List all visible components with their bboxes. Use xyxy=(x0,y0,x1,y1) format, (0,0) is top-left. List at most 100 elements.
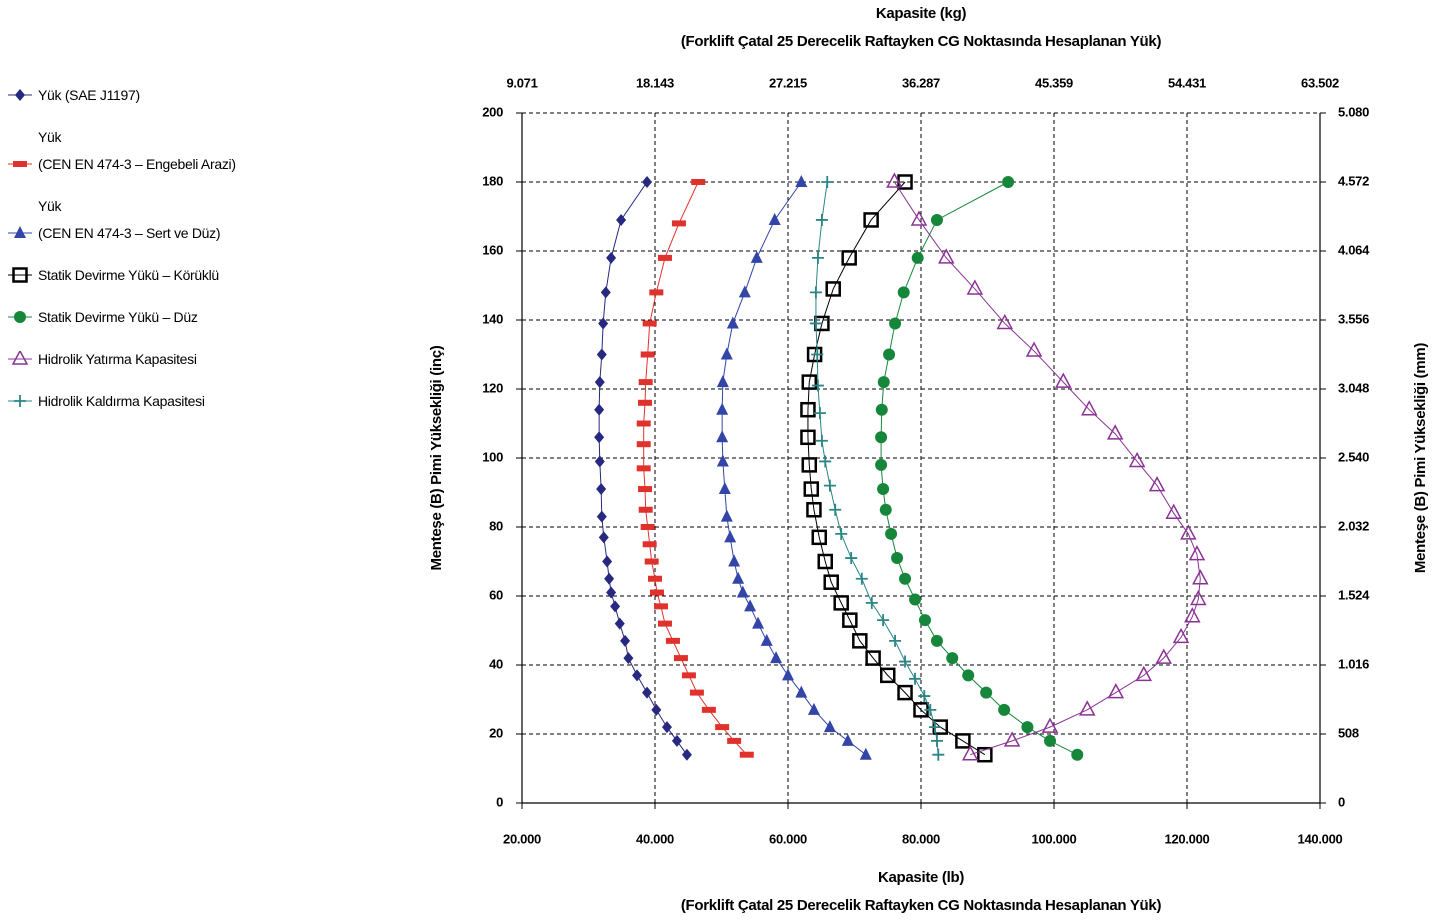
triangle-marker xyxy=(716,454,729,467)
open-triangle-marker xyxy=(996,313,1014,330)
triangle-marker xyxy=(736,585,749,598)
open-triangle-marker xyxy=(1192,569,1209,585)
dash-marker xyxy=(640,524,655,530)
x2-axis-title: Kapasite (kg) xyxy=(876,5,967,22)
legend-label: Statik Devirme Yükü – Körüklü xyxy=(38,267,219,283)
legend-entry: Yük (SAE J1197) xyxy=(6,82,236,109)
plus-marker xyxy=(811,251,824,264)
triangle-marker xyxy=(752,616,765,629)
dash-marker xyxy=(665,637,680,644)
plus-marker xyxy=(932,748,945,761)
x-tick-label: 20.000 xyxy=(503,831,541,846)
diamond-marker xyxy=(681,748,692,761)
y2-tick-label: 508 xyxy=(1338,725,1359,740)
diamond-marker xyxy=(632,669,643,682)
square-marker xyxy=(800,401,816,418)
diamond-marker xyxy=(596,510,607,523)
circle-marker xyxy=(909,593,922,606)
circle-marker xyxy=(962,669,975,682)
dash-marker xyxy=(638,379,653,386)
diamond-marker xyxy=(596,348,607,361)
diamond-marker xyxy=(671,734,682,747)
x-tick-label: 80.000 xyxy=(902,831,940,846)
y-tick-label: 80 xyxy=(489,518,503,533)
dash-marker xyxy=(701,706,716,713)
triangle-marker xyxy=(14,226,26,238)
diamond-marker xyxy=(620,634,631,647)
diamond-marker xyxy=(598,531,609,544)
legend-icon xyxy=(8,89,32,101)
square-marker xyxy=(823,574,839,590)
y-tick-label: 120 xyxy=(482,380,503,395)
dash-marker xyxy=(673,655,688,662)
triangle-marker xyxy=(823,720,836,733)
plus-marker xyxy=(819,455,832,468)
diamond-marker xyxy=(616,213,627,226)
circle-marker xyxy=(980,686,993,699)
square-marker xyxy=(897,684,913,701)
triangle-marker xyxy=(795,685,808,698)
diamond-marker xyxy=(594,403,605,416)
dash-marker xyxy=(640,351,655,358)
diamond-marker xyxy=(642,686,653,699)
circle-marker xyxy=(998,703,1011,716)
circle-marker xyxy=(889,317,902,330)
open-triangle-marker xyxy=(11,351,29,365)
circle-marker xyxy=(875,403,888,416)
square-marker xyxy=(12,267,28,283)
square-marker xyxy=(863,212,879,228)
triangle-marker xyxy=(750,250,763,263)
x2-tick-label: 18.143 xyxy=(636,75,674,90)
open-triangle-marker xyxy=(1155,648,1172,664)
x-tick-label: 60.000 xyxy=(769,831,807,846)
circle-marker xyxy=(877,376,890,389)
square-marker xyxy=(977,746,993,763)
plus-marker xyxy=(815,434,828,447)
circle-marker xyxy=(891,552,904,565)
triangle-marker xyxy=(720,509,733,522)
circle-marker xyxy=(875,458,888,471)
square-marker xyxy=(955,733,971,749)
triangle-marker xyxy=(720,347,733,360)
legend-label: Hidrolik Yatırma Kapasitesi xyxy=(38,351,197,367)
circle-marker xyxy=(930,634,943,647)
plus-marker xyxy=(815,213,828,226)
y-tick-label: 180 xyxy=(482,173,503,188)
dash-marker xyxy=(638,399,653,406)
triangle-marker xyxy=(859,747,872,760)
plus-marker xyxy=(889,634,902,647)
triangle-marker xyxy=(718,482,731,495)
open-triangle-marker xyxy=(1180,524,1197,540)
plus-marker xyxy=(845,552,858,565)
plus-marker xyxy=(823,479,836,492)
plus-marker xyxy=(829,503,842,516)
open-triangle-marker xyxy=(1148,476,1166,492)
legend-icon xyxy=(8,395,32,407)
open-triangle-marker xyxy=(1080,400,1098,416)
legend: Yük (SAE J1197) Yük (CEN EN 474-3 – Engeb… xyxy=(6,82,236,430)
legend-icon xyxy=(8,351,32,365)
triangle-marker xyxy=(795,175,808,187)
plus-marker xyxy=(809,286,822,299)
x2-axis-subtitle: (Forklift Çatal 25 Derecelik Raftayken C… xyxy=(681,33,1162,50)
open-triangle-marker xyxy=(966,279,984,295)
diamond-marker xyxy=(614,617,625,630)
legend-entry: Yük (CEN EN 474-3 – Sert ve Düz) xyxy=(6,193,236,247)
y-tick-label: 0 xyxy=(496,794,503,809)
x-tick-label: 100.000 xyxy=(1032,831,1077,846)
dash-marker xyxy=(649,589,664,596)
dash-marker xyxy=(636,441,651,448)
legend-icon xyxy=(8,267,32,283)
open-triangle-marker xyxy=(1025,341,1043,357)
dash-marker xyxy=(657,254,672,261)
y2-axis-title: Menteşe (B) Pimi Yüksekliği (mm) xyxy=(1412,343,1429,573)
circle-marker xyxy=(1002,176,1015,188)
x-tick-label: 140.000 xyxy=(1298,831,1343,846)
x2-tick-label: 27.215 xyxy=(769,75,807,90)
triangle-marker xyxy=(738,285,751,298)
dash-marker xyxy=(638,506,653,513)
y-tick-label: 20 xyxy=(489,725,503,740)
open-triangle-marker xyxy=(1106,424,1124,440)
circle-marker xyxy=(918,614,931,627)
open-triangle-marker xyxy=(1172,627,1190,644)
